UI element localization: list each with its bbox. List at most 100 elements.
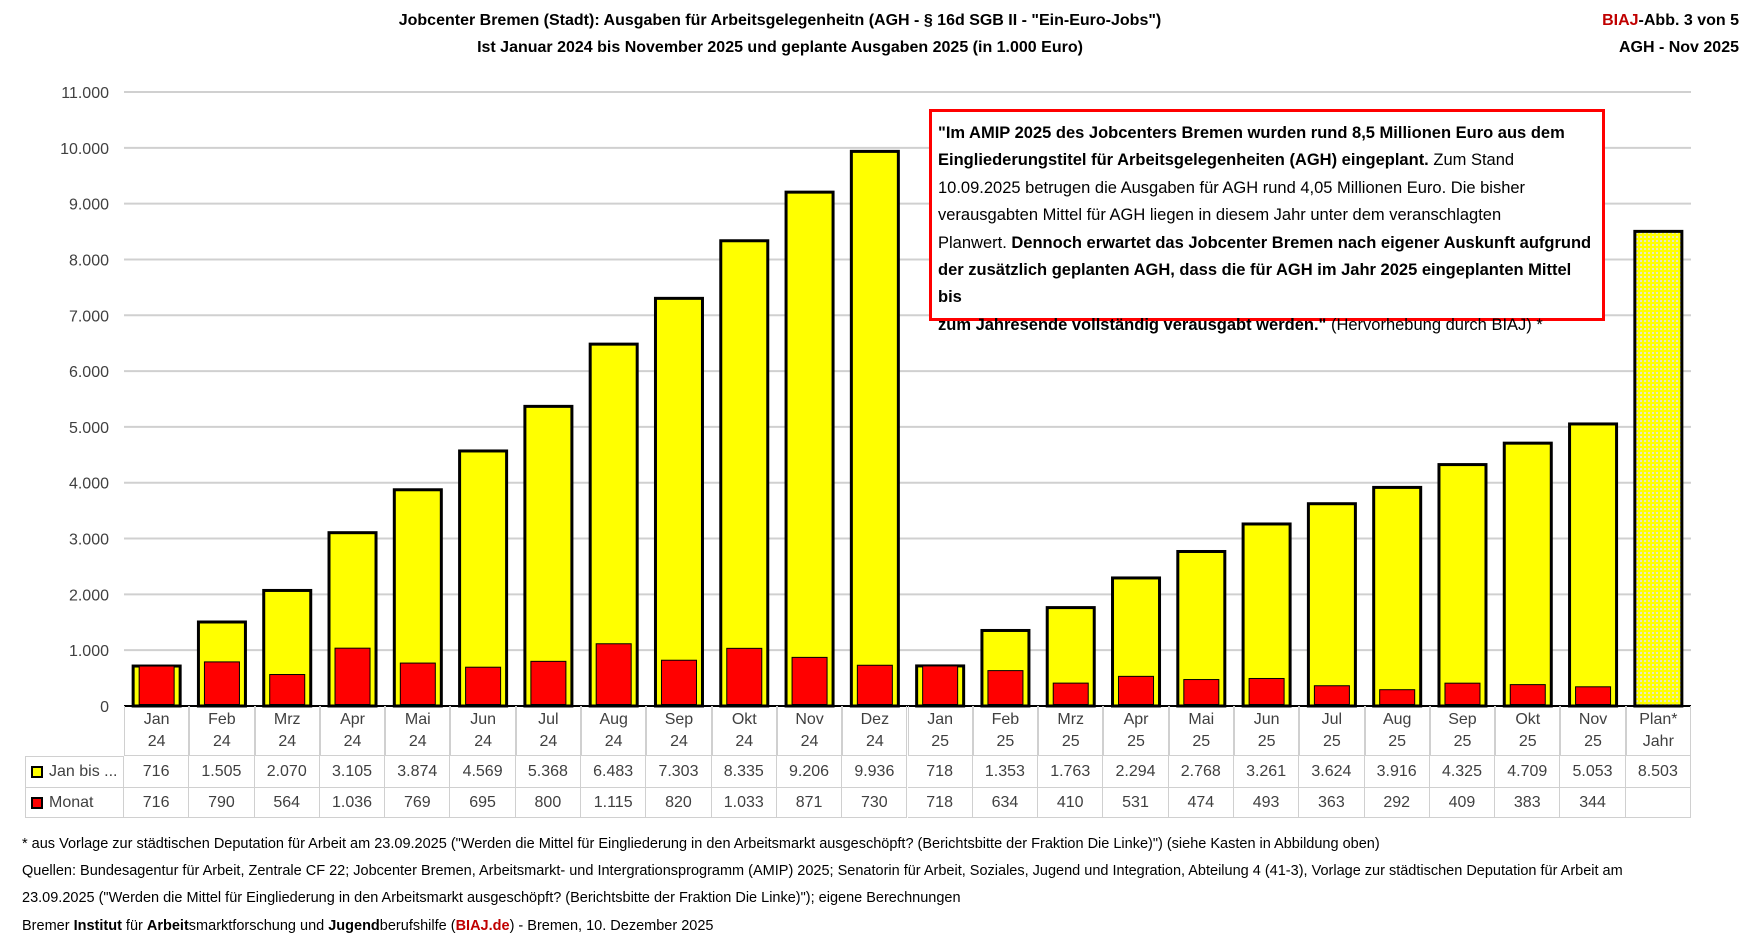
bar-cumulative xyxy=(458,449,509,708)
table-cell-monthly: 730 xyxy=(842,788,908,818)
chart-title-line1: Jobcenter Bremen (Stadt): Ausgaben für A… xyxy=(398,12,1162,29)
x-tick-label: Plan* xyxy=(1639,711,1678,728)
x-tick-label: 25 xyxy=(1192,733,1211,750)
credit-part: berufshilfe ( xyxy=(379,918,456,934)
quote-line: verausgabten Mittel für AGH liegen in di… xyxy=(938,206,1502,225)
x-category-label: Jun 25 xyxy=(1233,706,1300,756)
x-category-label: Okt 24 xyxy=(711,706,777,756)
quote-line: zum Jahresende vollständig verausgabt we… xyxy=(938,315,1327,334)
x-tick-label: Feb xyxy=(208,711,236,728)
x-category-label: Nov 25 xyxy=(1560,706,1626,756)
credit-part: für xyxy=(121,918,147,934)
table-cell-cumulative: 3.105 xyxy=(319,756,386,788)
bar-monthly xyxy=(987,670,1024,705)
table-cell-monthly: 383 xyxy=(1495,788,1561,818)
table-cell-cumulative: 4.709 xyxy=(1495,756,1561,788)
quote-line: der zusätzlich geplanten AGH, dass die f… xyxy=(938,261,1572,307)
y-tick-label: 0 xyxy=(100,699,109,716)
table-cell-cumulative: 2.070 xyxy=(254,756,320,788)
table-cell-cumulative: 9.936 xyxy=(842,756,908,788)
footnote: * aus Vorlage zur städtischen Deputation… xyxy=(22,836,1380,852)
bar-cumulative xyxy=(849,149,900,708)
table-cell-cumulative: 6.483 xyxy=(581,756,647,788)
x-tick-label: 25 xyxy=(1322,733,1341,750)
bar-monthly xyxy=(595,643,632,706)
x-tick-label: Nov xyxy=(795,711,824,728)
bar-monthly xyxy=(334,647,371,705)
x-category-label: Jun 24 xyxy=(450,706,516,756)
bar-monthly xyxy=(660,659,697,705)
legend-label: Monat xyxy=(49,793,94,811)
credit-part: smarktforschung und xyxy=(188,918,329,934)
quote-annotation-box: "Im AMIP 2025 des Jobcenters Bremen wurd… xyxy=(929,109,1605,334)
table-cell-monthly: 871 xyxy=(776,788,843,818)
bar-monthly xyxy=(465,666,502,705)
table-cell-cumulative: 4.325 xyxy=(1429,756,1496,788)
sources-cont: 23.09.2025 ("Werden die Mittel für Eingl… xyxy=(22,890,961,906)
table-cell-cumulative: 1.505 xyxy=(189,756,255,788)
table-cell-cumulative: 4.569 xyxy=(450,756,516,788)
bar-cumulative xyxy=(523,404,574,708)
bar-monthly xyxy=(1183,679,1220,705)
x-tick-label: Sep xyxy=(664,711,694,728)
x-tick-label: 25 xyxy=(1453,733,1472,750)
x-tick-label: 24 xyxy=(213,733,231,750)
y-tick-label: 7.000 xyxy=(69,308,109,325)
x-tick-label: 25 xyxy=(931,733,950,750)
bar-cumulative xyxy=(1372,485,1423,708)
table-cell-monthly: 695 xyxy=(450,788,516,818)
x-category-label: Jul 25 xyxy=(1299,706,1365,756)
y-tick-label: 1.000 xyxy=(69,643,109,660)
table-cell-monthly: 820 xyxy=(646,788,712,818)
x-tick-label: 24 xyxy=(278,733,297,750)
table-cell-monthly: 292 xyxy=(1364,788,1430,818)
x-category-label: Jul 24 xyxy=(515,706,582,756)
x-category-label: Mai 25 xyxy=(1168,706,1234,756)
bar-cumulative xyxy=(1633,229,1684,708)
x-category-label: Aug 25 xyxy=(1364,706,1430,756)
credit-part: ) - Bremen, 10. Dezember 2025 xyxy=(509,918,714,934)
table-cell-cumulative: 8.335 xyxy=(711,756,777,788)
x-category-label: Feb 24 xyxy=(189,706,255,756)
table-cell-monthly: 1.036 xyxy=(319,788,386,818)
table-cell-monthly: 716 xyxy=(124,788,190,818)
credit-part: Bremer xyxy=(22,918,74,934)
bar-monthly xyxy=(856,664,893,706)
quote-line: "Im AMIP 2025 des Jobcenters Bremen wurd… xyxy=(938,124,1565,142)
bar-cumulative xyxy=(719,239,770,708)
x-tick-label: 24 xyxy=(865,733,884,750)
x-category-label: Jan 25 xyxy=(907,706,973,756)
x-category-label: Plan* Jahr xyxy=(1625,706,1691,756)
credit-part: Jugend xyxy=(328,918,380,934)
bar-monthly xyxy=(791,656,828,706)
bar-monthly xyxy=(530,660,567,706)
bar-cumulative xyxy=(653,296,704,708)
y-tick-label: 3.000 xyxy=(69,532,109,549)
x-tick-label: Okt xyxy=(1515,711,1541,728)
bar-monthly xyxy=(399,662,436,705)
quote-line: (Hervorhebung durch BIAJ) * xyxy=(1326,315,1543,334)
table-cell-monthly: 1.033 xyxy=(711,788,777,818)
bar-cumulative xyxy=(1502,441,1553,708)
x-tick-label: Jul xyxy=(538,711,559,728)
credit-link[interactable]: BIAJ.de xyxy=(455,918,510,934)
table-cell-cumulative: 8.503 xyxy=(1625,756,1691,788)
sources: Quellen: Bundesagentur für Arbeit, Zentr… xyxy=(22,863,1623,879)
x-tick-label: Mrz xyxy=(273,711,301,728)
x-tick-label: 25 xyxy=(1518,733,1537,750)
x-tick-label: 25 xyxy=(1061,733,1080,750)
x-category-label: Mai 24 xyxy=(385,706,451,756)
table-cell-cumulative: 1.763 xyxy=(1038,756,1104,788)
y-tick-label: 8.000 xyxy=(69,252,109,269)
y-tick-label: 10.000 xyxy=(60,141,109,158)
x-tick-label: Jun xyxy=(1253,711,1280,728)
x-category-label: Nov 24 xyxy=(776,706,843,756)
table-cell-cumulative: 9.206 xyxy=(776,756,843,788)
table-cell-monthly: 634 xyxy=(972,788,1039,818)
table-cell-monthly: 800 xyxy=(515,788,582,818)
bar-cumulative xyxy=(1437,463,1488,708)
table-cell-monthly: 718 xyxy=(907,788,973,818)
table-cell-monthly: 344 xyxy=(1560,788,1626,818)
y-tick-label: 2.000 xyxy=(69,587,109,604)
